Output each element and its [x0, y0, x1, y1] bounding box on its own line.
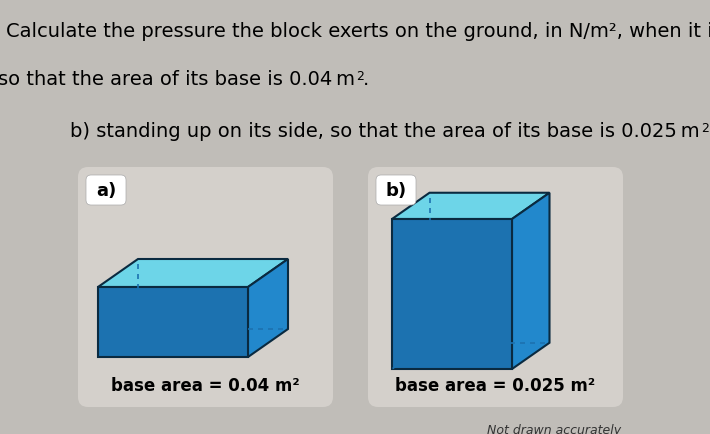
- Polygon shape: [98, 287, 248, 357]
- FancyBboxPatch shape: [368, 168, 623, 407]
- Text: .: .: [708, 122, 710, 141]
- Text: b) standing up on its side, so that the area of its base is 0.025 m: b) standing up on its side, so that the …: [70, 122, 700, 141]
- Text: a) flat on the ground, so that the area of its base is 0.04 m: a) flat on the ground, so that the area …: [0, 70, 355, 89]
- Text: Calculate the pressure the block exerts on the ground, in N/m², when it is: Calculate the pressure the block exerts …: [6, 22, 710, 41]
- Text: 2: 2: [356, 70, 364, 83]
- Polygon shape: [392, 220, 512, 369]
- Text: b): b): [386, 181, 407, 200]
- Text: base area = 0.025 m²: base area = 0.025 m²: [395, 376, 596, 394]
- Text: base area = 0.04 m²: base area = 0.04 m²: [111, 376, 300, 394]
- Text: a): a): [96, 181, 116, 200]
- FancyBboxPatch shape: [376, 176, 416, 206]
- FancyBboxPatch shape: [86, 176, 126, 206]
- FancyBboxPatch shape: [78, 168, 333, 407]
- Polygon shape: [248, 260, 288, 357]
- Text: 2: 2: [701, 122, 709, 135]
- Polygon shape: [98, 260, 288, 287]
- Polygon shape: [392, 193, 550, 220]
- Text: Not drawn accurately: Not drawn accurately: [487, 423, 621, 434]
- Text: .: .: [363, 70, 369, 89]
- Polygon shape: [512, 193, 550, 369]
